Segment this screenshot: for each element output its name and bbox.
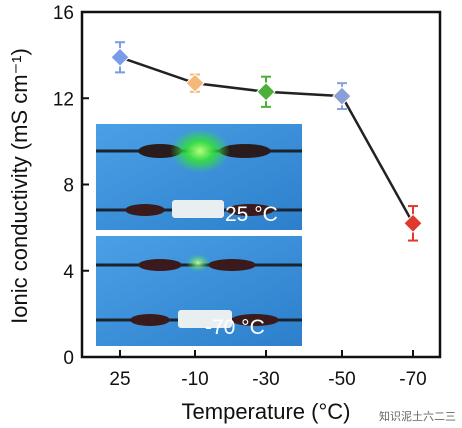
data-layer bbox=[110, 41, 423, 242]
y-axis-title: Ionic conductivity (mS cm⁻¹) bbox=[7, 48, 32, 324]
electrolyte-sample bbox=[172, 200, 224, 218]
data-point bbox=[403, 213, 423, 234]
led-glow-small bbox=[186, 254, 210, 272]
x-tick-label: 25 bbox=[109, 369, 130, 390]
x-tick-label: -70 bbox=[399, 369, 426, 390]
data-point bbox=[256, 82, 276, 102]
y-tick-label: 4 bbox=[63, 262, 74, 283]
y-tick-label: 12 bbox=[53, 89, 74, 110]
inset-connector bbox=[130, 314, 170, 326]
data-point bbox=[332, 86, 352, 106]
inset-photo-minus70c: -70 °C bbox=[96, 236, 302, 346]
inset-photo-25c: 25 °C bbox=[96, 124, 302, 230]
y-tick-label: 16 bbox=[53, 3, 74, 24]
inset-connector bbox=[125, 204, 165, 216]
y-tick-label: 0 bbox=[63, 348, 74, 369]
electrolyte-sample bbox=[178, 310, 232, 328]
x-tick-label: -50 bbox=[328, 369, 355, 390]
data-point bbox=[185, 73, 205, 93]
y-tick-label: 8 bbox=[63, 176, 74, 197]
inset-label-minus70c: -70 °C bbox=[205, 316, 265, 339]
inset-connector bbox=[208, 259, 256, 271]
x-axis-title: Temperature (°C) bbox=[182, 399, 351, 424]
led-glow-large bbox=[170, 129, 230, 173]
inset-label-25c: 25 °C bbox=[225, 203, 278, 226]
inset-connector bbox=[231, 314, 279, 326]
inset-background bbox=[96, 236, 302, 346]
inset-connector bbox=[226, 204, 274, 216]
watermark: 知识泥土六二三 bbox=[379, 410, 456, 423]
data-point bbox=[110, 47, 130, 67]
axes-layer: 0 4 8 12 16 25 -10 -30 -50 -70 bbox=[53, 3, 427, 390]
x-tick-label: -10 bbox=[181, 369, 208, 390]
inset-connector bbox=[138, 259, 182, 271]
x-tick-label: -30 bbox=[252, 369, 279, 390]
inset-connector bbox=[219, 144, 271, 158]
